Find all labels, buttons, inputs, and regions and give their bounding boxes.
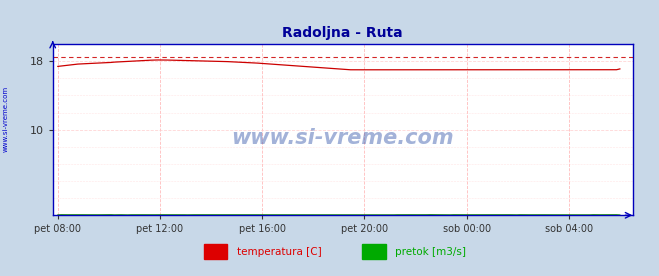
Text: www.si-vreme.com: www.si-vreme.com [2, 86, 9, 152]
Text: pretok [m3/s]: pretok [m3/s] [395, 247, 467, 257]
Title: Radoljna - Ruta: Radoljna - Ruta [282, 26, 403, 40]
Text: www.si-vreme.com: www.si-vreme.com [231, 128, 454, 148]
Text: temperatura [C]: temperatura [C] [237, 247, 322, 257]
